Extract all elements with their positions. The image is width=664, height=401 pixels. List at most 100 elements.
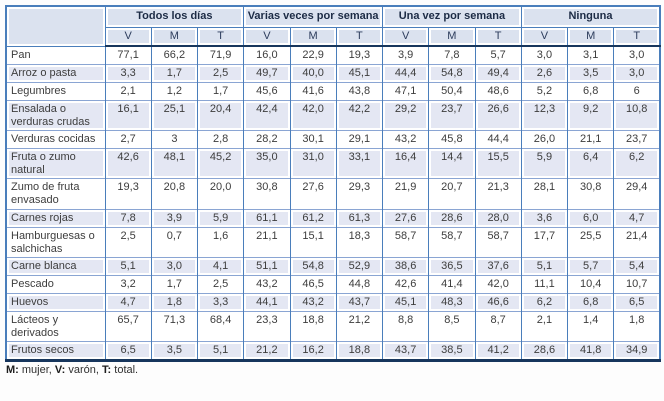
value-cell: 44,4 [382,64,429,82]
col-header-t: T [613,27,661,47]
value-cell: 19,3 [335,46,383,64]
value-cell: 51,1 [243,257,290,276]
value-cell: 42,4 [243,100,290,131]
value-cell: 5,2 [520,82,568,100]
value-cell: 5,4 [613,257,661,276]
col-header-m: M [567,27,614,47]
value-cell: 16,2 [289,341,337,361]
row-label: Carne blanca [6,257,105,276]
row-label: Frutos secos [6,341,105,361]
value-cell: 21,9 [382,178,429,210]
footnote-text-v: varón, [68,363,99,376]
value-cell: 41,8 [567,341,614,361]
value-cell: 71,3 [150,311,198,342]
value-cell: 5,9 [520,148,568,179]
value-cell: 2,5 [104,227,152,258]
group-header-todos: Todos los días [104,6,244,28]
value-cell: 28,6 [520,341,568,361]
value-cell: 5,1 [196,341,244,361]
value-cell: 2,5 [196,64,244,82]
value-cell: 10,8 [613,100,661,131]
value-cell: 1,8 [613,311,661,342]
value-cell: 3,3 [104,64,152,82]
row-label: Verduras cocidas [6,130,105,149]
table-row: Hamburguesas o salchichas 2,5 0,7 1,6 21,1 15… [6,227,661,258]
footnote-key-t: T: [102,363,112,376]
value-cell: 28,0 [474,209,522,228]
value-cell: 30,8 [567,178,614,210]
value-cell: 20,0 [196,178,244,210]
col-header-v: V [520,27,568,47]
table-row: Verduras cocidas 2,7 3 2,8 28,2 30,1 29,1 43,2 4… [6,130,661,149]
value-cell: 54,8 [289,257,337,276]
value-cell: 44,1 [243,293,290,312]
col-header-v: V [243,27,290,47]
value-cell: 48,3 [428,293,476,312]
value-cell: 6 [613,82,661,100]
value-cell: 28,2 [243,130,290,149]
value-cell: 42,0 [474,275,522,294]
row-label: Hamburguesas o salchichas [6,227,105,258]
row-label: Fruta o zumo natural [6,148,105,179]
table-row: Fruta o zumo natural 42,6 48,1 45,2 35,0 31,0… [6,148,661,179]
value-cell: 3 [150,130,198,149]
col-header-m: M [428,27,476,47]
value-cell: 33,1 [335,148,383,179]
value-cell: 21,4 [613,227,661,258]
value-cell: 48,1 [150,148,198,179]
value-cell: 1,2 [150,82,198,100]
value-cell: 15,5 [474,148,522,179]
sub-header-row: V M T V M T V M T V M T [6,27,661,47]
value-cell: 49,7 [243,64,290,82]
table-row: Lácteos y derivados 65,7 71,3 68,4 23,3 18,8 2… [6,311,661,342]
value-cell: 30,1 [289,130,337,149]
group-header-una-vez: Una vez por semana [382,6,522,28]
value-cell: 48,6 [474,82,522,100]
table-row: Ensalada o verduras crudas 16,1 25,1 20,4 42… [6,100,661,131]
value-cell: 21,1 [567,130,614,149]
value-cell: 3,6 [520,209,568,228]
value-cell: 49,4 [474,64,522,82]
group-header-row: Todos los días Varias veces por semana U… [6,6,661,47]
value-cell: 2,6 [520,64,568,82]
value-cell: 4,1 [196,257,244,276]
row-label: Lácteos y derivados [6,311,105,342]
value-cell: 43,2 [382,130,429,149]
value-cell: 12,3 [520,100,568,131]
value-cell: 66,2 [150,46,198,64]
value-cell: 44,4 [474,130,522,149]
value-cell: 16,4 [382,148,429,179]
row-label: Arroz o pasta [6,64,105,82]
value-cell: 2,7 [104,130,152,149]
footnote-key-m: M: [6,363,19,376]
value-cell: 10,7 [613,275,661,294]
value-cell: 43,2 [243,275,290,294]
value-cell: 40,0 [289,64,337,82]
value-cell: 2,1 [520,311,568,342]
group-header-varias: Varias veces por semana [243,6,383,28]
value-cell: 1,7 [150,275,198,294]
value-cell: 20,7 [428,178,476,210]
value-cell: 5,1 [520,257,568,276]
value-cell: 29,4 [613,178,661,210]
value-cell: 6,8 [567,82,614,100]
table-row: Frutos secos 6,5 3,5 5,1 21,2 16,2 18,8 43,7 38,… [6,341,661,361]
value-cell: 20,4 [196,100,244,131]
value-cell: 16,1 [104,100,152,131]
value-cell: 35,0 [243,148,290,179]
table-row: Pan 77,1 66,2 71,9 16,0 22,9 19,3 3,9 7,8 5,7 3,0 3… [6,46,661,64]
value-cell: 6,0 [567,209,614,228]
value-cell: 46,5 [289,275,337,294]
table-body: Pan 77,1 66,2 71,9 16,0 22,9 19,3 3,9 7,8 5,7 3,0 3… [6,46,661,361]
value-cell: 58,7 [474,227,522,258]
value-cell: 21,2 [243,341,290,361]
page: Todos los días Varias veces por semana U… [5,5,662,376]
value-cell: 45,2 [196,148,244,179]
value-cell: 17,7 [520,227,568,258]
row-label: Pescado [6,275,105,294]
value-cell: 21,1 [243,227,290,258]
value-cell: 42,0 [289,100,337,131]
value-cell: 2,1 [104,82,152,100]
value-cell: 47,1 [382,82,429,100]
value-cell: 8,7 [474,311,522,342]
